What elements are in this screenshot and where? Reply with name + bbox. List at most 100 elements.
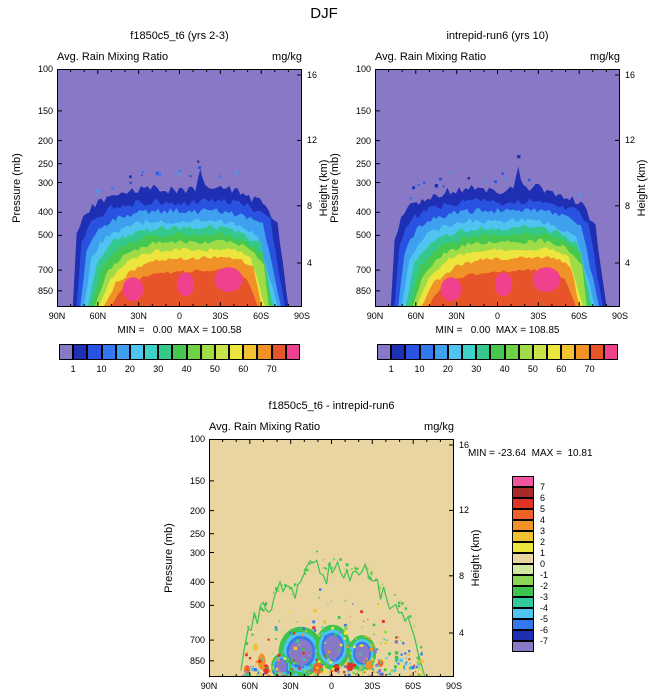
tick-label: 0 [176, 311, 183, 321]
tick-label: 200 [37, 135, 53, 146]
colorbar-box [512, 564, 534, 575]
tick-label: 400 [37, 207, 53, 218]
tick-label: 7 [540, 482, 546, 492]
tick-label: -5 [540, 614, 549, 624]
tick-label: 300 [355, 177, 371, 188]
pressure-axis-label: Pressure (mb) [163, 523, 175, 593]
panel-model1: f1850c5_t6 (yrs 2-3) Avg. Rain Mixing Ra… [8, 26, 330, 374]
tick-label: 250 [355, 158, 371, 169]
tick-label: -4 [540, 603, 549, 613]
tick-label: 200 [355, 135, 371, 146]
colorbar-box [512, 487, 534, 498]
contour-plot-model2 [374, 68, 621, 307]
tick-label: 50 [209, 364, 220, 374]
colorbar-box [512, 641, 534, 652]
tick-label: 60 [238, 364, 249, 374]
tick-label: 8 [625, 200, 631, 211]
tick-label: 300 [189, 547, 205, 558]
colorbar-box [405, 344, 420, 360]
tick-label: 40 [181, 364, 192, 374]
tick-label: -7 [540, 636, 549, 646]
colorbar-box [547, 344, 562, 360]
colorbar-box [200, 344, 215, 360]
tick-label: 90S [445, 681, 463, 691]
tick-label: 500 [189, 600, 205, 611]
colorbar-box [59, 344, 74, 360]
colorbar-box [512, 575, 534, 586]
colorbar-model2 [377, 344, 618, 360]
tick-label: 30N [130, 311, 147, 321]
tick-label: 16 [625, 69, 636, 80]
tick-label: 60S [405, 681, 422, 691]
units-label: mg/kg [424, 421, 454, 433]
tick-label: 8 [459, 570, 465, 581]
tick-label: 500 [37, 230, 53, 241]
tick-label: 400 [189, 577, 205, 588]
tick-label: 16 [307, 69, 318, 80]
tick-label: -6 [540, 625, 549, 635]
tick-label: 100 [355, 64, 371, 74]
colorbar-box [129, 344, 145, 360]
colorbar-box [512, 509, 534, 520]
colorbar-model1 [59, 344, 300, 360]
tick-label: 850 [189, 655, 205, 666]
tick-label: 850 [355, 285, 371, 296]
colorbar-box [462, 344, 477, 360]
colorbar-box [512, 520, 534, 531]
tick-label: -3 [540, 592, 549, 602]
tick-label: 90N [200, 681, 218, 691]
tick-label: 90S [611, 311, 629, 321]
panel-title: f1850c5_t6 - intrepid-run6 [268, 400, 395, 412]
tick-label: 30S [364, 681, 381, 691]
colorbar-box [73, 344, 88, 360]
tick-label: 500 [355, 230, 371, 241]
tick-label: -2 [540, 581, 549, 591]
colorbar-box [512, 597, 534, 608]
colorbar-box [476, 344, 491, 360]
colorbar-difference [512, 476, 534, 652]
tick-label: 4 [540, 515, 546, 525]
tick-label: 700 [189, 635, 205, 646]
colorbar-box [512, 542, 534, 553]
tick-label: 60S [571, 311, 588, 321]
colorbar-box [87, 344, 102, 360]
units-label: mg/kg [590, 51, 620, 63]
colorbar-box [512, 608, 534, 619]
tick-label: 850 [37, 285, 53, 296]
tick-label: 2 [540, 537, 546, 547]
tick-label: 0 [540, 559, 546, 569]
field-label: Avg. Rain Mixing Ratio [209, 421, 321, 433]
colorbar-box [504, 344, 519, 360]
tick-label: 60N [407, 311, 425, 321]
tick-label: 60N [89, 311, 107, 321]
tick-label: 0 [494, 311, 501, 321]
colorbar-box [603, 344, 618, 360]
tick-label: 60N [241, 681, 259, 691]
tick-label: 30N [448, 311, 465, 321]
tick-label: 70 [584, 364, 595, 374]
colorbar-box [490, 344, 505, 360]
colorbar-box [512, 630, 534, 641]
colorbar-box [512, 619, 534, 630]
tick-label: 60 [556, 364, 567, 374]
tick-label: 30 [471, 364, 482, 374]
colorbar-box [532, 344, 548, 360]
field-label: Avg. Rain Mixing Ratio [375, 51, 487, 63]
height-axis-label: Height (km) [470, 529, 482, 587]
colorbar-box [377, 344, 392, 360]
colorbar-box [419, 344, 434, 360]
tick-label: 30N [282, 681, 299, 691]
tick-label: 12 [625, 135, 636, 146]
panel-title: f1850c5_t6 (yrs 2-3) [130, 30, 229, 42]
tick-label: 400 [355, 207, 371, 218]
colorbar-box [271, 344, 286, 360]
tick-label: 200 [189, 505, 205, 516]
colorbar-box [512, 498, 534, 509]
tick-label: 40 [499, 364, 510, 374]
colorbar-box [433, 344, 448, 360]
colorbar-box [172, 344, 187, 360]
tick-label: 90N [48, 311, 66, 321]
colorbar-box [512, 586, 534, 597]
tick-label: 10 [414, 364, 425, 374]
tick-label: 100 [37, 64, 53, 74]
